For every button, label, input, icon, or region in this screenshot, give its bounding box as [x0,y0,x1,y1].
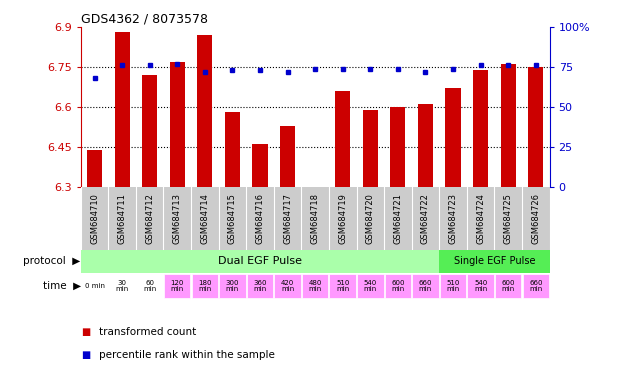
Text: GSM684717: GSM684717 [283,193,292,244]
Text: GSM684720: GSM684720 [366,193,375,244]
Bar [528,67,543,187]
Text: 510
min: 510 min [336,280,350,292]
Bar [247,274,273,298]
Bar [274,274,301,298]
Bar [87,150,102,187]
Bar [412,274,438,298]
Text: GSM684714: GSM684714 [201,193,209,244]
Text: time  ▶: time ▶ [43,281,81,291]
Text: GSM684715: GSM684715 [228,193,237,244]
Text: GSM684721: GSM684721 [393,193,402,244]
Text: 660
min: 660 min [529,280,543,292]
Bar [225,113,240,187]
Bar [192,274,218,298]
Bar [384,274,411,298]
Bar [170,61,185,187]
Text: 600
min: 600 min [391,280,405,292]
Text: GSM684725: GSM684725 [504,193,513,244]
Bar [302,274,329,298]
Bar [335,91,350,187]
Bar [280,126,295,187]
Bar [391,107,406,187]
Text: percentile rank within the sample: percentile rank within the sample [99,350,275,360]
Text: 300
min: 300 min [225,280,239,292]
Bar [330,274,356,298]
Text: 180
min: 180 min [198,280,212,292]
Bar [137,274,163,298]
Bar [197,35,212,187]
Bar [81,250,439,273]
Text: GSM684718: GSM684718 [310,193,320,244]
Text: GSM684722: GSM684722 [421,193,430,244]
Text: 60
min: 60 min [143,280,156,292]
Text: 510
min: 510 min [446,280,460,292]
Text: 30
min: 30 min [116,280,129,292]
Text: 600
min: 600 min [502,280,515,292]
Text: GSM684719: GSM684719 [338,193,347,244]
Bar [468,274,494,298]
Text: GSM684711: GSM684711 [117,193,127,244]
Bar [357,274,384,298]
Text: GSM684726: GSM684726 [532,193,540,244]
Text: 420
min: 420 min [281,280,294,292]
Text: Dual EGF Pulse: Dual EGF Pulse [218,256,302,266]
Text: 480
min: 480 min [309,280,322,292]
Text: 660
min: 660 min [419,280,432,292]
Text: ■: ■ [81,327,90,337]
Text: GSM684710: GSM684710 [90,193,99,244]
Text: 540
min: 540 min [474,280,487,292]
Bar [219,274,246,298]
Text: GSM684723: GSM684723 [448,193,458,244]
Bar [81,274,108,298]
Text: GSM684716: GSM684716 [255,193,265,244]
Text: protocol  ▶: protocol ▶ [24,256,81,266]
Bar [501,64,516,187]
Text: 360
min: 360 min [253,280,267,292]
Bar [473,70,488,187]
Text: GDS4362 / 8073578: GDS4362 / 8073578 [81,13,208,26]
Text: GSM684713: GSM684713 [173,193,182,244]
Text: Single EGF Pulse: Single EGF Pulse [454,256,535,266]
Bar [252,144,268,187]
Text: 540
min: 540 min [364,280,377,292]
Bar [439,250,550,273]
Text: 120
min: 120 min [171,280,184,292]
Bar [495,274,522,298]
Text: transformed count: transformed count [99,327,197,337]
Bar [114,32,130,187]
Bar [440,274,466,298]
Text: ■: ■ [81,350,90,360]
Bar [363,110,378,187]
Bar [142,75,157,187]
Bar [164,274,191,298]
Bar [522,274,549,298]
Text: 0 min: 0 min [84,283,104,289]
Bar [445,88,461,187]
Text: GSM684712: GSM684712 [145,193,154,244]
Bar [418,104,433,187]
Text: GSM684724: GSM684724 [476,193,485,244]
Bar [109,274,135,298]
